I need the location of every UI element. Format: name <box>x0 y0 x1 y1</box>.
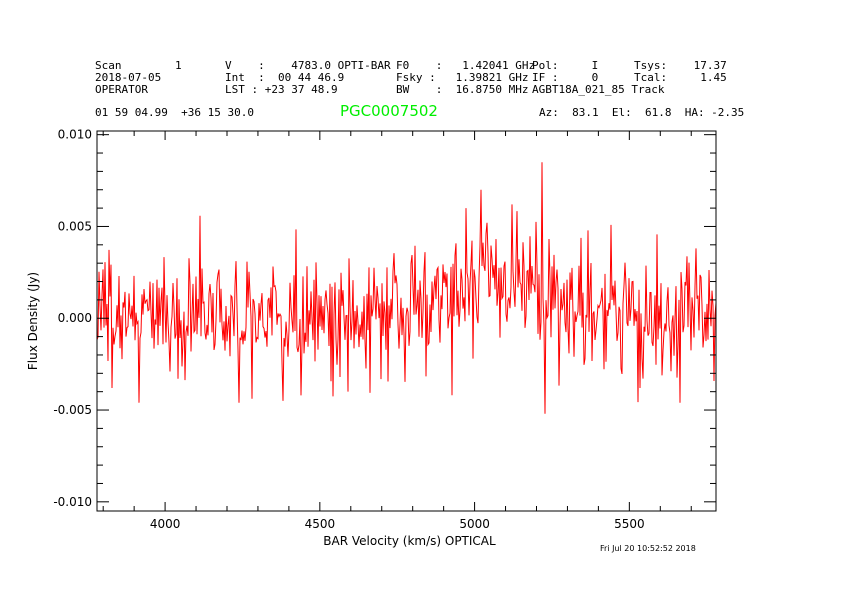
polarization-readout: Pol: I <box>532 59 599 72</box>
observation-date: 2018-07-05 <box>95 71 162 84</box>
x-tick-label: 4000 <box>150 517 181 531</box>
plot-timestamp: Fri Jul 20 10:52:52 2018 <box>600 544 696 553</box>
y-tick-label: 0.005 <box>58 219 92 233</box>
source-coordinates: 01 59 04.99 +36 15 30.0 <box>95 106 254 119</box>
lst-readout: LST : +23 37 48.9 <box>225 83 338 96</box>
x-tick-label: 5000 <box>459 517 490 531</box>
scan-value: 1 <box>175 59 182 72</box>
fsky-readout: Fsky : 1.39821 GHz <box>396 71 529 84</box>
x-tick-label: 4500 <box>305 517 336 531</box>
y-axis-label: Flux Density (Jy) <box>26 272 40 370</box>
y-tick-label: 0.000 <box>58 311 92 325</box>
tsys-readout: Tsys: 17.37 <box>634 59 727 72</box>
f0-readout: F0 : 1.42041 GHz <box>396 59 536 72</box>
project-readout: AGBT18A_021_85 Track <box>532 83 665 96</box>
if-readout: IF : 0 <box>532 71 599 84</box>
y-tick-label: 0.010 <box>58 128 92 142</box>
target-name: PGC0007502 <box>340 102 438 120</box>
operator-name: OPERATOR <box>95 83 148 96</box>
y-tick-label: -0.010 <box>53 495 92 509</box>
x-axis-label: BAR Velocity (km/s) OPTICAL <box>323 534 496 548</box>
scan-label: Scan <box>95 59 122 72</box>
spectrum-series-line <box>96 162 717 414</box>
tcal-readout: Tcal: 1.45 <box>634 71 727 84</box>
plot-frame <box>96 130 717 512</box>
bandwidth-readout: BW : 16.8750 MHz <box>396 83 529 96</box>
integration-readout: Int : 00 44 46.9 <box>225 71 345 84</box>
az-el-ha-readout: Az: 83.1 El: 61.8 HA: -2.35 <box>539 106 745 119</box>
x-tick-label: 5500 <box>614 517 645 531</box>
y-tick-label: -0.005 <box>53 403 92 417</box>
velocity-readout: V : 4783.0 OPTI-BAR <box>225 59 391 72</box>
